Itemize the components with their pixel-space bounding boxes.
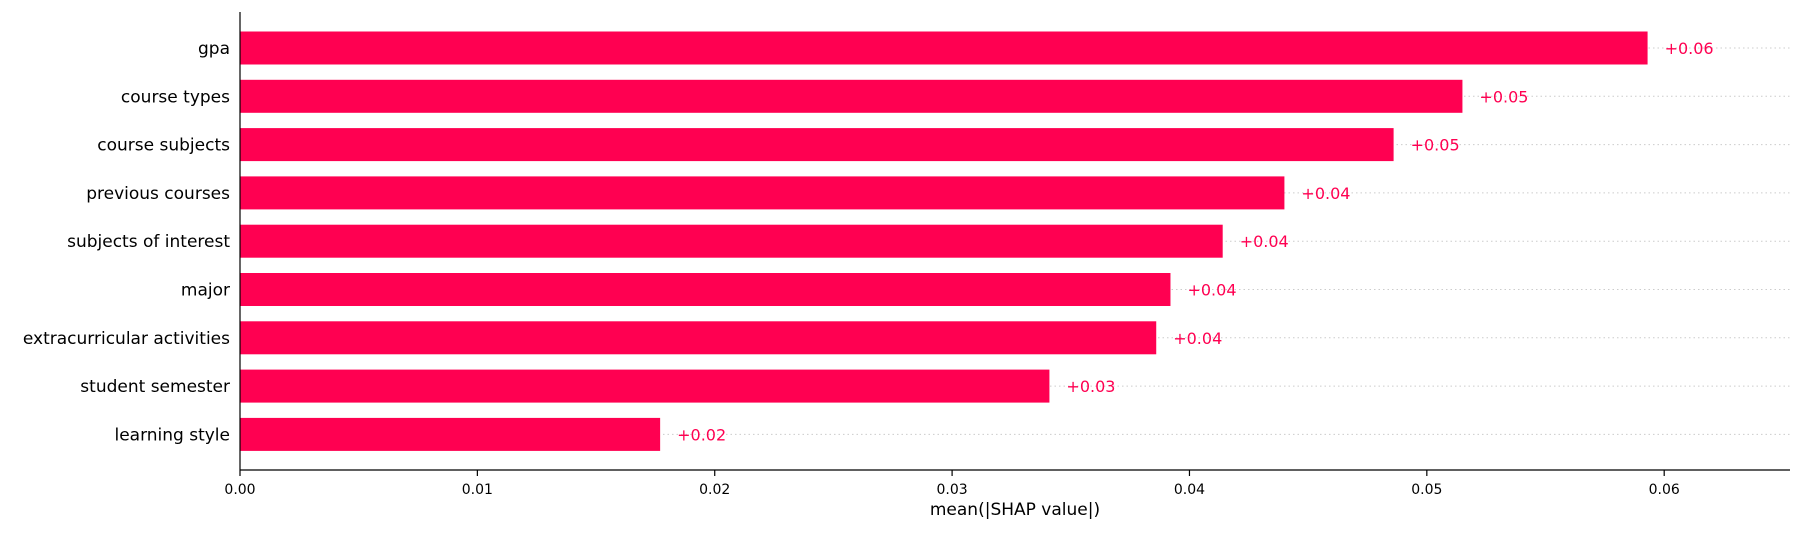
bar-value-label: +0.05: [1411, 136, 1460, 155]
x-tick-label: 0.04: [1174, 482, 1205, 498]
feature-label: previous courses: [86, 184, 230, 204]
bar: [240, 128, 1394, 162]
value-labels: +0.06 +0.05 +0.05 +0.04 +0.04 +0.04 +0.04 +0.03…: [677, 39, 1713, 444]
bar-value-label: +0.03: [1066, 377, 1115, 396]
bar-value-label: +0.05: [1479, 87, 1528, 106]
axes: [239, 12, 1790, 471]
bar: [240, 79, 1463, 113]
bar: [240, 321, 1157, 355]
x-tick-label: 0.00: [224, 482, 255, 498]
bars: [240, 31, 1648, 451]
feature-label: learning style: [114, 425, 230, 445]
feature-label: course types: [121, 87, 230, 107]
x-axis-label: mean(|SHAP value|): [930, 500, 1100, 520]
feature-label: major: [181, 281, 230, 301]
bar: [240, 273, 1171, 306]
bar-value-label: +0.04: [1301, 184, 1350, 203]
bar: [240, 369, 1050, 403]
x-tick-label: 0.02: [699, 482, 730, 498]
feature-label: course subjects: [97, 136, 230, 156]
feature-label: gpa: [198, 39, 230, 59]
feature-label: student semester: [80, 377, 230, 397]
bar-value-label: +0.06: [1665, 39, 1714, 58]
bar-value-label: +0.04: [1173, 329, 1222, 348]
bar: [240, 31, 1648, 65]
x-ticks: 0.00 0.01 0.02 0.03 0.04 0.05 0.06: [224, 470, 1680, 498]
bar-value-label: +0.02: [677, 425, 726, 444]
feature-label: extracurricular activities: [23, 329, 230, 349]
x-tick-label: 0.03: [937, 482, 968, 498]
bar: [240, 176, 1285, 210]
x-tick-label: 0.01: [462, 482, 493, 498]
x-tick-label: 0.05: [1411, 482, 1442, 498]
x-tick-label: 0.06: [1649, 482, 1680, 498]
bar-value-label: +0.04: [1240, 232, 1289, 251]
bar: [240, 417, 661, 451]
bar-value-label: +0.04: [1187, 281, 1236, 300]
feature-labels: gpa course types course subjects previous c…: [23, 39, 230, 445]
bar: [240, 224, 1223, 258]
feature-label: subjects of interest: [67, 232, 230, 252]
